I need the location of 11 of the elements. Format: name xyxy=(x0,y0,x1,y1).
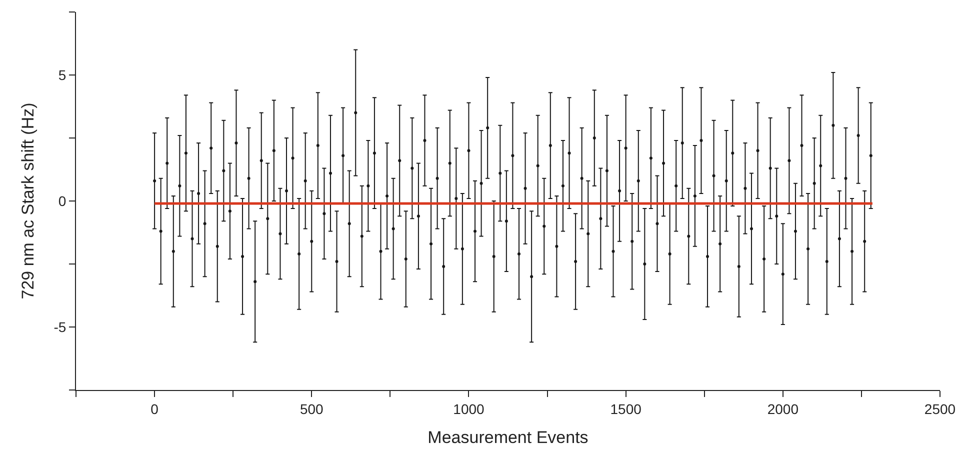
x-tick-label: 500 xyxy=(300,400,324,417)
x-tick-label: 1000 xyxy=(453,400,485,417)
x-axis-title: Measurement Events xyxy=(428,428,588,448)
x-tick-label: 2000 xyxy=(767,400,799,417)
y-tick-label: 5 xyxy=(58,66,66,83)
y-tick-label: -5 xyxy=(54,318,66,335)
y-tick-label: 0 xyxy=(58,192,66,209)
x-tick-label: 1500 xyxy=(610,400,642,417)
x-tick-label: 0 xyxy=(150,400,159,417)
y-axis-title: 729 nm ac Stark shift (Hz) xyxy=(18,102,38,300)
x-tick-label: 2500 xyxy=(924,400,956,417)
